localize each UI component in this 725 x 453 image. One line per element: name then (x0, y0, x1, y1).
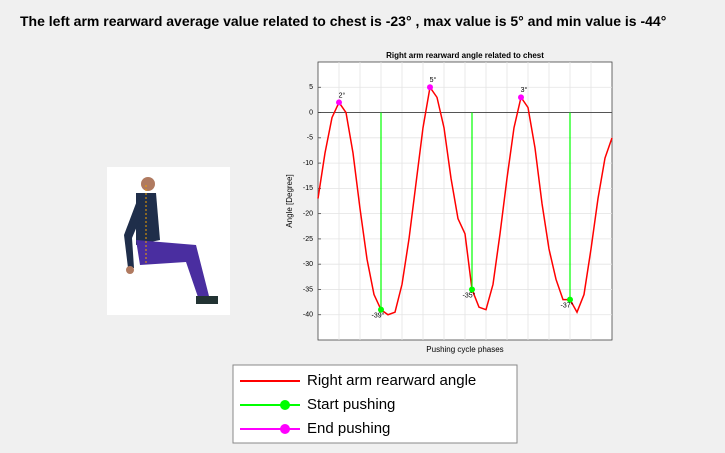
y-tick-label: -5 (307, 135, 313, 142)
value-label: 5° (430, 76, 437, 84)
legend-label: Start pushing (307, 396, 395, 413)
x-axis-label: Pushing cycle phases (426, 345, 503, 354)
y-tick-label: -25 (303, 236, 313, 243)
value-label: -37° (561, 301, 574, 309)
marker (336, 99, 342, 105)
legend-marker (280, 424, 290, 434)
y-tick-label: 0 (309, 109, 313, 116)
legend-label: Right arm rearward angle (307, 372, 476, 389)
y-tick-label: -35 (303, 286, 313, 293)
y-tick-label: -15 (303, 185, 313, 192)
chart: Right arm rearward angle related to ches… (0, 0, 725, 453)
value-label: 3° (521, 86, 528, 94)
legend-label: End pushing (307, 420, 390, 437)
marker (427, 84, 433, 90)
y-tick-label: -10 (303, 160, 313, 167)
figure-image (107, 167, 230, 315)
marker (518, 94, 524, 100)
y-tick-label: -20 (303, 210, 313, 217)
y-axis-label: Angle [Degree] (285, 174, 294, 227)
value-label: -39° (372, 312, 385, 320)
value-label: -35° (463, 291, 476, 299)
y-tick-label: -40 (303, 312, 313, 319)
y-tick-label: 5 (309, 84, 313, 91)
value-label: 2° (339, 91, 346, 99)
window: The left arm rearward average value rela… (0, 0, 725, 453)
chart-title: Right arm rearward angle related to ches… (386, 51, 544, 60)
y-tick-label: -30 (303, 261, 313, 268)
legend-marker (280, 400, 290, 410)
